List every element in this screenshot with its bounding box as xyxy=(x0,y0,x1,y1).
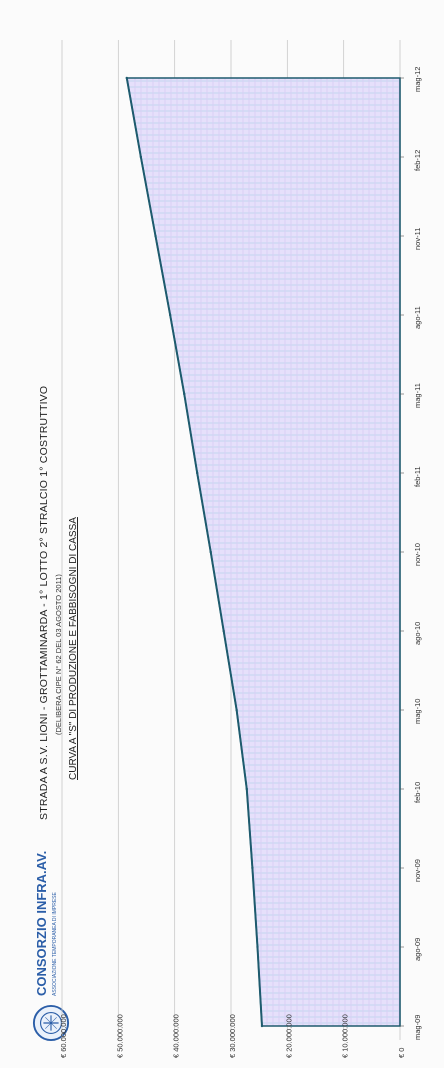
y-tick-label: € 50.000.000 xyxy=(115,1014,124,1058)
data-point xyxy=(209,550,212,554)
data-point xyxy=(154,234,157,238)
data-point xyxy=(256,945,259,949)
data-point xyxy=(196,471,199,475)
logo: CONSORZIO INFRA.AV. ASSOCIAZIONE TEMPORA… xyxy=(18,790,70,1060)
y-tick-label: € 30.000.000 xyxy=(228,1014,237,1058)
y-tick-label: € 20.000.000 xyxy=(284,1014,293,1058)
x-tick-label: ago-10 xyxy=(413,622,422,645)
x-tick-label: ago-11 xyxy=(413,306,422,329)
y-tick-label: € 10.000.000 xyxy=(341,1014,350,1058)
y-tick-label: € 40.000.000 xyxy=(172,1014,181,1058)
x-axis-ticks: mag-09 ago-09 nov-09 feb-10 mag-10 ago-10 nov-… xyxy=(400,67,422,1040)
x-tick-label: mag-09 xyxy=(413,1015,422,1040)
area-layer xyxy=(125,76,401,1028)
x-tick-label: ago-09 xyxy=(413,938,422,961)
x-tick-label: feb-10 xyxy=(413,782,422,803)
data-point xyxy=(183,392,186,396)
data-point xyxy=(245,787,248,791)
x-tick-label: nov-09 xyxy=(413,859,422,882)
data-point xyxy=(251,866,254,870)
data-point xyxy=(125,76,128,80)
x-tick-label: nov-10 xyxy=(413,543,422,566)
area-fill xyxy=(125,77,401,1027)
data-point xyxy=(235,708,238,712)
y-tick-label: € 60.000.000 xyxy=(59,1014,68,1058)
x-tick-label: mag-12 xyxy=(413,67,422,92)
y-axis-ticks: € 0 € 10.000.000 € 20.000.000 € 30.000.000 €… xyxy=(59,1014,406,1058)
x-tick-label: mag-11 xyxy=(413,383,422,408)
x-tick-label: mag-10 xyxy=(413,699,422,724)
data-point xyxy=(139,155,143,159)
consortium-seal-icon xyxy=(32,1004,70,1042)
data-point xyxy=(260,1024,264,1028)
data-point xyxy=(222,629,225,633)
x-tick-label: feb-12 xyxy=(413,150,422,171)
y-tick-label: € 0 xyxy=(397,1048,406,1058)
data-point xyxy=(168,313,172,317)
x-tick-label: nov-11 xyxy=(413,228,422,250)
x-tick-label: feb-11 xyxy=(413,466,422,487)
